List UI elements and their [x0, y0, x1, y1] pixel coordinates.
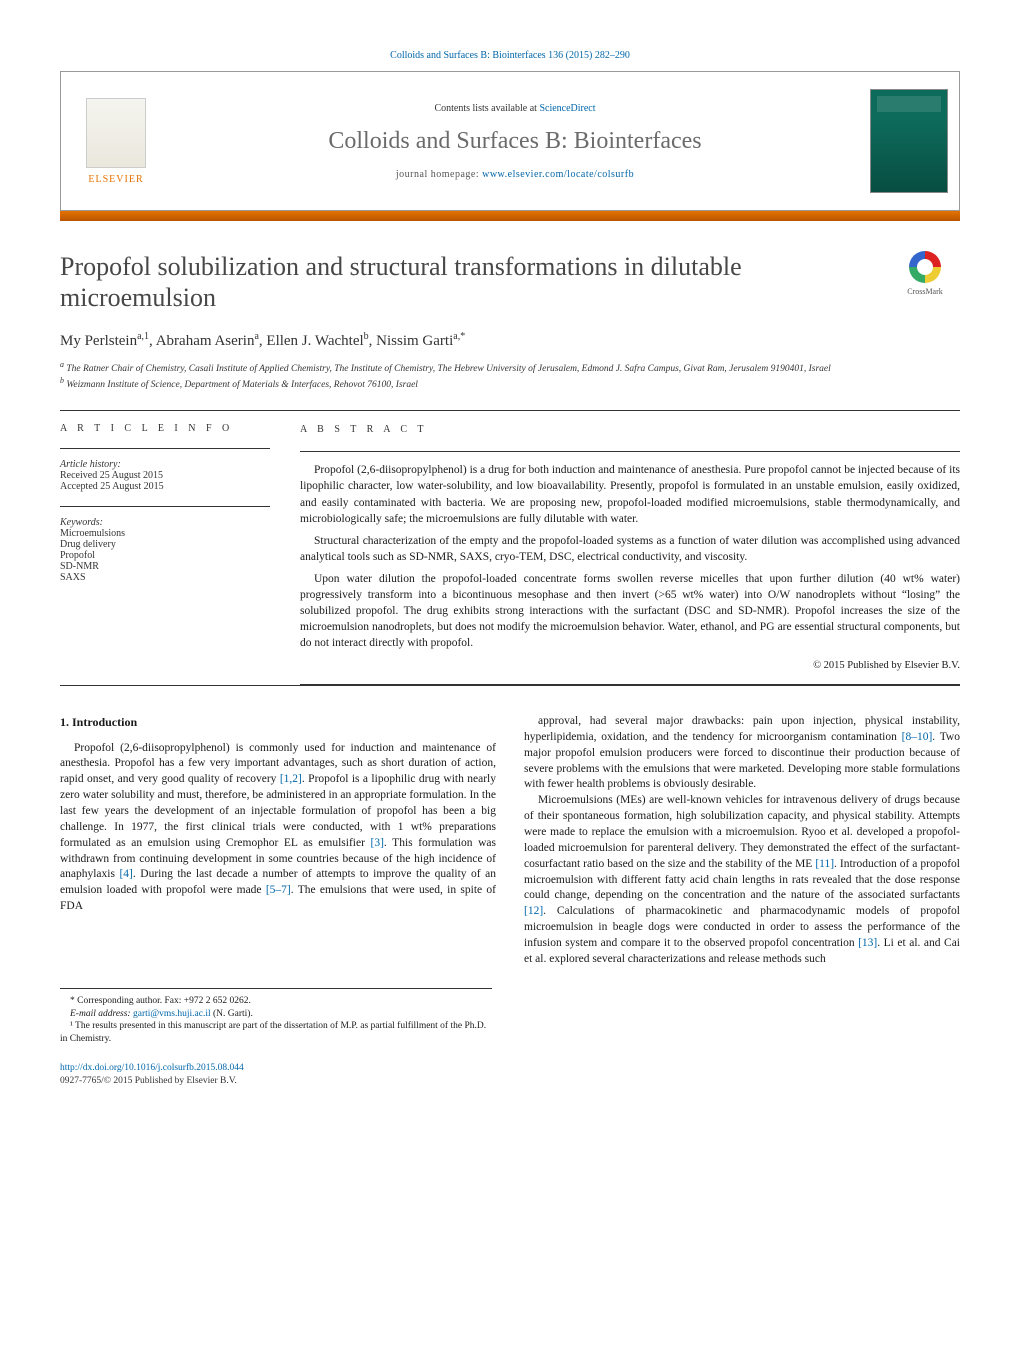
left-column: 1. Introduction Propofol (2,6-diisopropy…	[60, 714, 496, 968]
journal-header: ELSEVIER Contents lists available at Sci…	[60, 71, 960, 211]
affiliation-a: a The Ratner Chair of Chemistry, Casali …	[60, 360, 960, 376]
affiliations: a The Ratner Chair of Chemistry, Casali …	[60, 360, 960, 392]
journal-cover	[859, 72, 959, 210]
abstract-para: Propofol (2,6-diisopropylphenol) is a dr…	[300, 462, 960, 526]
ref-link[interactable]: [11]	[815, 858, 834, 870]
elsevier-tree-icon	[86, 98, 146, 168]
homepage-label: journal homepage:	[396, 169, 482, 180]
body-para: Propofol (2,6-diisopropylphenol) is comm…	[60, 741, 496, 915]
history-received: Received 25 August 2015	[60, 470, 270, 481]
keyword: Drug delivery	[60, 539, 270, 550]
ref-link[interactable]: [3]	[371, 837, 384, 849]
ref-link[interactable]: [4]	[119, 868, 132, 880]
footnote-1: ¹ The results presented in this manuscri…	[60, 1020, 492, 1046]
section-heading: 1. Introduction	[60, 714, 496, 731]
author-list: My Perlsteina,1, Abraham Aserina, Ellen …	[60, 331, 960, 350]
keywords: Keywords: Microemulsions Drug delivery P…	[60, 517, 270, 583]
email-line: E-mail address: garti@vms.huji.ac.il (N.…	[60, 1008, 492, 1021]
article-info: A R T I C L E I N F O Article history: R…	[60, 423, 270, 685]
issn-line: 0927-7765/© 2015 Published by Elsevier B…	[60, 1076, 237, 1086]
body-para: approval, had several major drawbacks: p…	[524, 714, 960, 793]
page-footer: http://dx.doi.org/10.1016/j.colsurfb.201…	[60, 1062, 960, 1088]
history-label: Article history:	[60, 459, 270, 470]
contents-line: Contents lists available at ScienceDirec…	[183, 103, 847, 114]
email-link[interactable]: garti@vms.huji.ac.il	[133, 1009, 211, 1019]
elsevier-label: ELSEVIER	[88, 174, 143, 185]
affiliation-b: b Weizmann Institute of Science, Departm…	[60, 376, 960, 392]
rule-top	[60, 410, 960, 411]
body-columns: 1. Introduction Propofol (2,6-diisopropy…	[60, 714, 960, 968]
abstract: A B S T R A C T Propofol (2,6-diisopropy…	[300, 423, 960, 685]
abstract-copyright: © 2015 Published by Elsevier B.V.	[300, 659, 960, 674]
ref-link[interactable]: [5–7]	[266, 884, 291, 896]
history-accepted: Accepted 25 August 2015	[60, 481, 270, 492]
article-title: Propofol solubilization and structural t…	[60, 251, 878, 313]
journal-name: Colloids and Surfaces B: Biointerfaces	[183, 128, 847, 155]
keyword: Microemulsions	[60, 528, 270, 539]
crossmark-icon	[909, 251, 941, 283]
journal-homepage: journal homepage: www.elsevier.com/locat…	[183, 169, 847, 180]
corresponding-author: * Corresponding author. Fax: +972 2 652 …	[60, 995, 492, 1008]
keyword: SAXS	[60, 572, 270, 583]
article-history: Article history: Received 25 August 2015…	[60, 459, 270, 492]
footnotes: * Corresponding author. Fax: +972 2 652 …	[60, 988, 492, 1046]
rule-bottom	[60, 685, 960, 686]
homepage-link[interactable]: www.elsevier.com/locate/colsurfb	[482, 169, 634, 180]
ref-link[interactable]: [8–10]	[902, 731, 933, 743]
keywords-label: Keywords:	[60, 517, 270, 528]
orange-divider	[60, 211, 960, 221]
crossmark[interactable]: CrossMark	[890, 251, 960, 296]
running-head: Colloids and Surfaces B: Biointerfaces 1…	[60, 50, 960, 61]
sciencedirect-link[interactable]: ScienceDirect	[539, 103, 595, 114]
ref-link[interactable]: [13]	[858, 937, 877, 949]
body-para: Microemulsions (MEs) are well-known vehi…	[524, 793, 960, 967]
running-head-link[interactable]: Colloids and Surfaces B: Biointerfaces 1…	[390, 50, 630, 61]
keyword: Propofol	[60, 550, 270, 561]
right-column: approval, had several major drawbacks: p…	[524, 714, 960, 968]
ref-link[interactable]: [1,2]	[280, 773, 302, 785]
article-info-heading: A R T I C L E I N F O	[60, 423, 270, 434]
doi-link[interactable]: http://dx.doi.org/10.1016/j.colsurfb.201…	[60, 1063, 244, 1073]
crossmark-label: CrossMark	[907, 287, 943, 296]
abstract-para: Structural characterization of the empty…	[300, 533, 960, 565]
ref-link[interactable]: [12]	[524, 905, 543, 917]
abstract-heading: A B S T R A C T	[300, 423, 960, 437]
journal-cover-icon	[870, 89, 948, 193]
abstract-para: Upon water dilution the propofol-loaded …	[300, 571, 960, 651]
contents-line-text: Contents lists available at	[434, 103, 539, 114]
keyword: SD-NMR	[60, 561, 270, 572]
elsevier-logo: ELSEVIER	[61, 72, 171, 210]
